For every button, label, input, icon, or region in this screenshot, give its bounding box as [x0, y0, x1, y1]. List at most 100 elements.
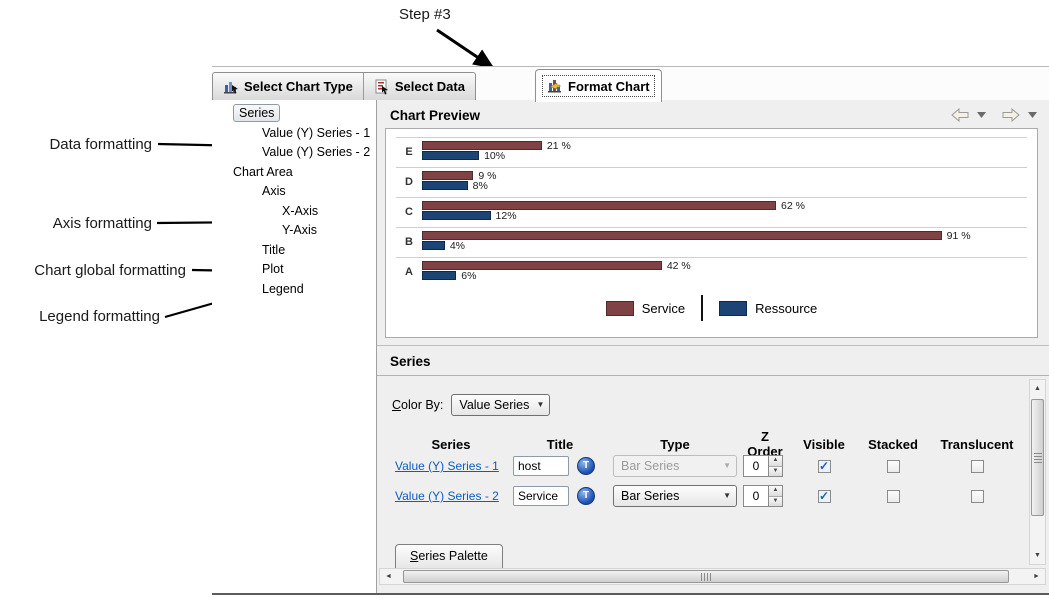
chart-category-row: D 9 % 8% [396, 167, 1027, 197]
wizard-bottom-border [212, 593, 1049, 595]
horizontal-scroll-thumb[interactable] [403, 570, 1010, 583]
z-order-spinner[interactable]: 0 ▲ ▼ [743, 455, 783, 477]
forward-dropdown-arrow-icon[interactable] [1028, 112, 1037, 118]
tab-format-chart[interactable]: Format Chart [535, 69, 662, 102]
spinner-buttons[interactable]: ▲ ▼ [768, 486, 782, 506]
color-by-value: Value Series [459, 398, 530, 412]
back-dropdown-arrow-icon[interactable] [977, 112, 986, 118]
column-header-stacked: Stacked [868, 436, 918, 452]
bar-value-label: 91 % [946, 229, 971, 242]
category-bars: 91 % 4% [422, 229, 1027, 252]
spinner-up-icon[interactable]: ▲ [769, 456, 782, 467]
series-link-2[interactable]: Value (Y) Series - 2 [395, 489, 499, 503]
spinner-up-icon[interactable]: ▲ [769, 486, 782, 497]
bar-line: 42 % [422, 259, 993, 272]
bar-line: 10% [422, 149, 993, 162]
color-by-dropdown[interactable]: Value Series ▼ [451, 394, 551, 416]
bar-service [422, 141, 542, 150]
back-arrow-icon[interactable] [950, 108, 970, 122]
forward-arrow-icon[interactable] [1001, 108, 1021, 122]
bar-ressource [422, 181, 468, 190]
bar-line: 4% [422, 239, 993, 252]
series-table-header: Series Title Type Z Order Visible Stacked Tran… [395, 429, 1023, 459]
z-order-value: 0 [752, 489, 760, 503]
chart-category-row: A 42 % 6% [396, 257, 1027, 287]
tree-item-value-y-series-2[interactable]: Value (Y) Series - 2 [262, 145, 371, 159]
bar-service [422, 171, 474, 180]
column-header-translucent: Translucent [940, 436, 1014, 452]
horizontal-scrollbar[interactable]: ◄ ► [379, 568, 1046, 585]
tree-item-y-axis[interactable]: Y-Axis [282, 223, 317, 237]
chart-preview-canvas: E 21 % 10% D 9 % 8% C 62 % 12% B 91 % 4% A 42 % 6% Ser… [385, 128, 1038, 338]
scroll-up-icon[interactable]: ▲ [1030, 380, 1045, 397]
tab-select-chart-type[interactable]: Select Chart Type [213, 73, 363, 100]
z-order-value: 0 [752, 459, 760, 473]
dropdown-arrow-icon: ▼ [723, 461, 731, 470]
bar-value-label: 42 % [666, 259, 691, 272]
tree-item-axis[interactable]: Axis [262, 184, 286, 198]
stacked-checkbox[interactable] [886, 489, 900, 503]
tree-item-value-y-series-1[interactable]: Value (Y) Series - 1 [262, 125, 371, 140]
chart-type-icon [224, 81, 238, 93]
visible-checkbox[interactable]: ✓ [817, 488, 831, 503]
category-label: C [405, 206, 413, 218]
category-bars: 42 % 6% [422, 259, 1027, 282]
format-chart-icon [548, 80, 561, 93]
chart-wizard: Select Chart Type Select Data [212, 66, 1049, 595]
category-label: D [405, 176, 413, 188]
category-label: E [405, 146, 413, 158]
tree-item-series[interactable]: Series [212, 104, 376, 124]
spinner-down-icon[interactable]: ▼ [769, 496, 782, 506]
tab-select-data[interactable]: Select Data [362, 73, 475, 100]
spinner-buttons[interactable]: ▲ ▼ [768, 456, 782, 476]
select-data-icon [375, 79, 388, 94]
dropdown-arrow-icon: ▼ [536, 400, 545, 409]
text-globe-icon[interactable]: T [577, 487, 595, 505]
bar-value-label: 9 % [478, 169, 497, 182]
bar-value-label: 10% [484, 149, 506, 162]
text-globe-icon[interactable]: T [577, 457, 595, 475]
tree-item-chart-area[interactable]: Chart Area [233, 164, 293, 179]
scroll-down-icon[interactable]: ▼ [1030, 547, 1045, 564]
series-title-input[interactable] [513, 486, 569, 506]
scroll-right-icon[interactable]: ► [1028, 569, 1045, 584]
series-type-dropdown: Bar Series ▼ [613, 455, 737, 477]
tree-item-x-axis[interactable]: X-Axis [282, 203, 319, 218]
chart-preview-section: Chart Preview [377, 100, 1049, 346]
tree-item-plot[interactable]: Plot [262, 262, 284, 276]
vertical-scroll-track[interactable] [1030, 397, 1045, 547]
series-link-1[interactable]: Value (Y) Series - 1 [395, 459, 499, 473]
series-type-value: Bar Series [621, 459, 680, 473]
bar-service [422, 231, 942, 240]
horizontal-scroll-track[interactable] [397, 569, 1028, 584]
tree-selected-label: Series [233, 104, 281, 122]
series-type-dropdown[interactable]: Bar Series ▼ [613, 485, 737, 507]
bar-line: 12% [422, 209, 993, 222]
bar-value-label: 62 % [781, 199, 805, 212]
z-order-spinner[interactable]: 0 ▲ ▼ [743, 485, 783, 507]
bar-value-label: 4% [449, 239, 466, 252]
series-row: Value (Y) Series - 2 T Bar Series▼ 0 ▲▼ ✓ [395, 481, 1023, 511]
translucent-checkbox[interactable] [970, 459, 984, 473]
tab-series-palette[interactable]: Series Palette [395, 544, 503, 568]
series-title-input[interactable] [513, 456, 569, 476]
spinner-down-icon[interactable]: ▼ [769, 466, 782, 476]
scroll-left-icon[interactable]: ◄ [380, 569, 397, 584]
tree-item-title[interactable]: Title [262, 242, 286, 257]
stacked-checkbox[interactable] [886, 459, 900, 473]
tab-strip: Select Chart Type Select Data [212, 66, 1049, 102]
category-label: B [405, 236, 413, 248]
visible-checkbox[interactable]: ✓ [817, 458, 831, 473]
bar-line: 6% [422, 270, 993, 282]
legend-swatch-service [605, 300, 634, 316]
vertical-scroll-thumb[interactable] [1031, 399, 1044, 516]
translucent-checkbox[interactable] [970, 489, 984, 503]
vertical-scrollbar[interactable]: ▲ ▼ [1029, 379, 1046, 565]
series-table: Value (Y) Series - 1TBar Series▼0▲▼✓Valu… [395, 451, 1023, 511]
series-section-title: Series [390, 354, 431, 369]
tree-item-legend[interactable]: Legend [262, 281, 304, 296]
annotation-legend-formatting: Legend formatting [39, 308, 160, 325]
bar-value-label: 12% [495, 209, 517, 222]
column-header-title: Title [546, 436, 574, 452]
